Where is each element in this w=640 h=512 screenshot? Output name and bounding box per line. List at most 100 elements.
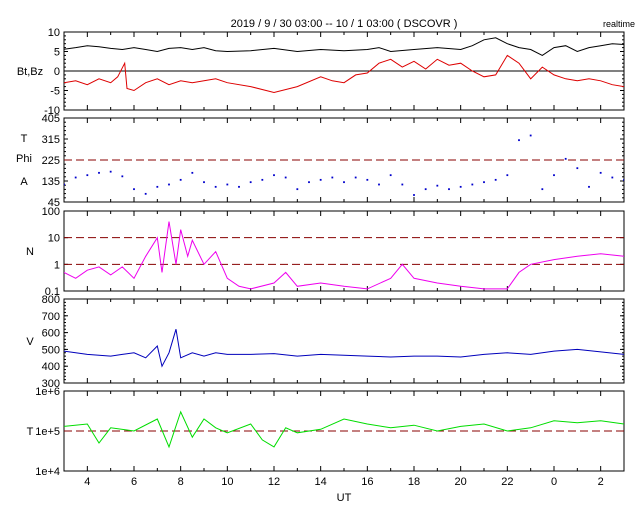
- data-point: [541, 188, 544, 191]
- data-point: [378, 183, 380, 186]
- chart-title: 2019 / 9 / 30 03:00 -- 10 / 1 03:00 ( DS…: [231, 18, 458, 30]
- x-tick-label: 6: [131, 476, 137, 488]
- data-point: [471, 183, 474, 186]
- panels: 1050-5-10Bt,Bz40531522513545TPhiA1001010…: [16, 27, 625, 488]
- data-point: [401, 183, 404, 186]
- data-point: [144, 192, 147, 195]
- series-group: [64, 221, 624, 290]
- y-tick-label: 1e+6: [35, 386, 60, 398]
- data-point: [133, 188, 135, 191]
- data-point: [448, 188, 450, 191]
- data-point: [214, 185, 217, 188]
- y-tick-label: 135: [42, 176, 60, 188]
- data-point: [98, 171, 100, 174]
- series-group: [64, 37, 624, 94]
- data-point: [424, 188, 427, 191]
- data-point: [343, 181, 345, 184]
- y-tick-label: 5: [54, 47, 60, 59]
- y-tick-label: -10: [44, 105, 60, 117]
- data-point: [553, 174, 555, 177]
- y-axis-label: Bt,Bz: [17, 66, 43, 78]
- y-tick-label: 10: [48, 233, 60, 245]
- y-tick-label: 600: [42, 328, 60, 340]
- data-point: [389, 174, 392, 177]
- data-point: [168, 183, 170, 186]
- y-axis-label: T: [21, 133, 28, 145]
- data-point: [588, 185, 590, 188]
- data-point: [249, 181, 252, 184]
- data-point: [64, 183, 65, 186]
- y-tick-label: 1e+4: [35, 466, 60, 478]
- data-point: [494, 178, 497, 181]
- y-tick-label: 300: [42, 378, 60, 390]
- series-line-bz: [64, 54, 624, 94]
- data-point: [319, 178, 322, 181]
- y-tick-label: 1: [54, 259, 60, 271]
- y-tick-label: 800: [42, 294, 60, 306]
- series-line-n: [64, 221, 624, 290]
- y-tick-label: 225: [42, 155, 60, 167]
- x-tick-label: 2: [598, 476, 604, 488]
- y-axis-label: Phi: [16, 153, 32, 165]
- data-point: [611, 176, 614, 179]
- data-point: [308, 181, 310, 184]
- data-point: [156, 185, 159, 188]
- panel-velocity: 800 700 600 500 400 300 V: [26, 294, 625, 390]
- data-point: [518, 139, 520, 142]
- data-point: [121, 175, 124, 178]
- data-point: [261, 178, 264, 181]
- y-tick-label: 10: [48, 27, 60, 39]
- data-point: [74, 176, 77, 179]
- y-tick-label: 45: [48, 197, 60, 209]
- data-point: [599, 171, 602, 174]
- panel-temperature: 1e+6 1e+5 1e+4 T: [27, 386, 625, 478]
- y-tick-label: 0.1: [45, 286, 60, 298]
- y-axis-label: N: [26, 246, 34, 258]
- data-point: [226, 183, 229, 186]
- series-group: [64, 134, 624, 196]
- data-point: [506, 174, 509, 177]
- data-point: [86, 174, 89, 177]
- panel-frame: [63, 210, 625, 292]
- y-axis-label: V: [26, 336, 34, 348]
- y-tick-label: 500: [42, 344, 60, 356]
- y-axis-label: A: [20, 176, 28, 188]
- y-tick-label: -5: [50, 86, 60, 98]
- data-point: [238, 185, 240, 188]
- data-point: [331, 176, 334, 179]
- x-tick-label: 22: [501, 476, 513, 488]
- panel-bt-bz: 10 5 0 -5 -10 Bt,Bz: [17, 27, 625, 117]
- data-point: [109, 170, 112, 173]
- y-tick-label: 0: [54, 66, 60, 78]
- y-tick-label: 315: [42, 134, 60, 146]
- x-axis-label: UT: [337, 492, 352, 504]
- data-point: [459, 185, 462, 188]
- data-point: [623, 178, 624, 181]
- x-tick-label: 12: [268, 476, 280, 488]
- x-tick-label: 14: [315, 476, 327, 488]
- y-tick-label: 1e+5: [35, 426, 60, 438]
- y-tick-label: 100: [42, 206, 60, 218]
- x-tick-label: 0: [551, 476, 557, 488]
- data-point: [296, 188, 299, 191]
- x-tick-label: 4: [84, 476, 90, 488]
- data-point: [529, 134, 532, 137]
- data-point: [273, 174, 275, 177]
- y-tick-label: 405: [42, 113, 60, 125]
- data-point: [564, 157, 567, 160]
- data-point: [191, 171, 194, 174]
- series-group: [64, 329, 624, 368]
- series-line-v: [64, 329, 624, 368]
- data-point: [179, 178, 182, 181]
- data-point: [436, 184, 439, 187]
- data-point: [413, 194, 415, 196]
- panel-frame: [63, 298, 625, 384]
- series-group: [64, 410, 624, 449]
- x-tick-label: 18: [408, 476, 420, 488]
- panel-phi: 405 315 225 135 45 T Phi A: [16, 113, 625, 209]
- x-tick-label: 20: [455, 476, 467, 488]
- panel-density: 100 10 1 0.1 N: [26, 206, 625, 298]
- realtime-label: realtime: [603, 19, 635, 29]
- x-tick-label: 8: [178, 476, 184, 488]
